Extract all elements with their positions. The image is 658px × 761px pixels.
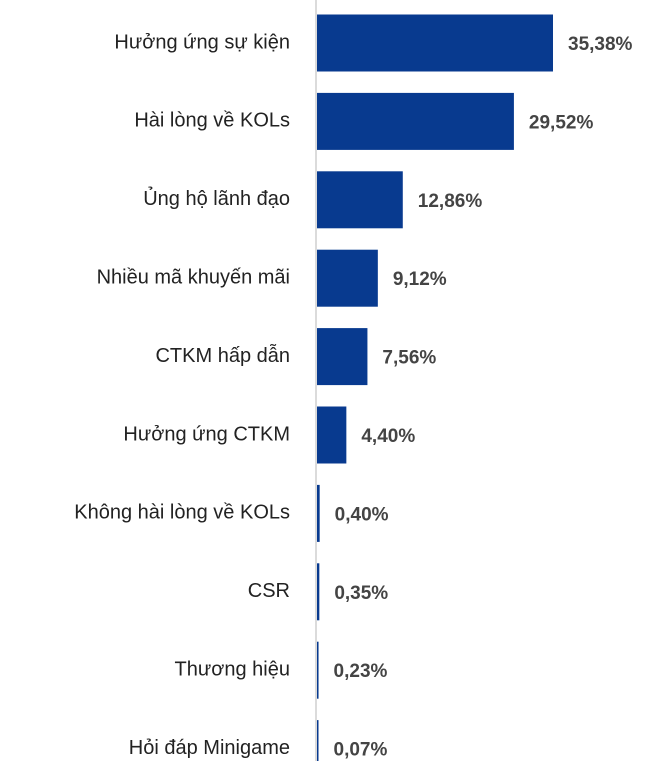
bar	[317, 92, 514, 150]
value-label: 4,40%	[361, 426, 415, 447]
category-label: Hưởng ứng CTKM	[123, 423, 290, 445]
bar	[317, 328, 368, 386]
bar	[317, 563, 320, 621]
value-label: 29,52%	[529, 112, 594, 133]
value-label: 35,38%	[568, 34, 633, 55]
category-label: Không hài lòng về KOLs	[74, 502, 290, 524]
value-label: 7,56%	[382, 348, 436, 369]
category-label: Hưởng ứng sự kiện	[114, 31, 290, 53]
category-label: Hỏi đáp Minigame	[129, 737, 290, 759]
category-label: Ủng hộ lãnh đạo	[143, 186, 290, 210]
value-label: 9,12%	[393, 269, 447, 290]
bar	[317, 720, 319, 761]
category-label: Hài lòng về KOLs	[134, 110, 290, 132]
value-label: 0,23%	[334, 661, 388, 682]
bar	[317, 484, 320, 542]
value-label: 12,86%	[418, 191, 483, 212]
value-label: 0,35%	[334, 583, 388, 604]
bar	[317, 14, 553, 72]
category-label: CSR	[248, 580, 290, 602]
category-label: CTKM hấp dẫn	[155, 344, 290, 367]
bar	[317, 249, 378, 307]
bar	[317, 406, 347, 464]
category-label: Thương hiệu	[175, 658, 290, 680]
value-label: 0,40%	[335, 504, 389, 525]
bar	[317, 171, 403, 229]
bar	[317, 641, 319, 699]
value-label: 0,07%	[334, 740, 388, 761]
category-label: Nhiều mã khuyến mãi	[97, 266, 290, 288]
